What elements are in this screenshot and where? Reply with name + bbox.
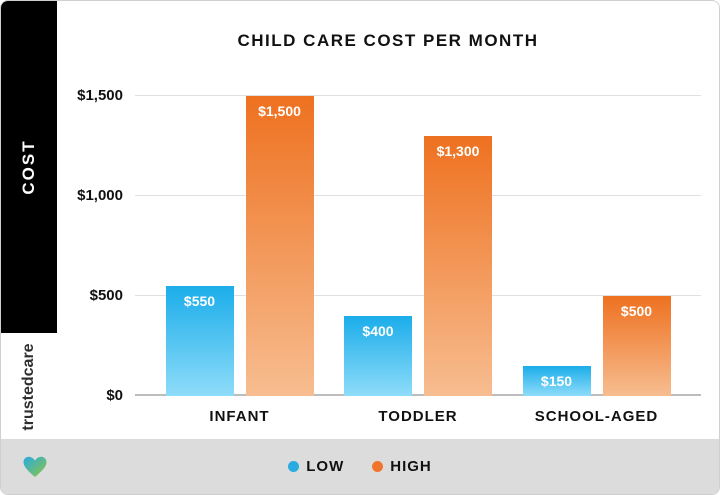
gridline	[135, 195, 701, 196]
chart-area: CHILD CARE COST PER MONTH $0 $500 $1,000 $1…	[57, 1, 719, 441]
gridline	[135, 95, 701, 96]
brand-wordmark: trustedcare	[20, 343, 37, 431]
trustedcare-heart-icon	[23, 456, 47, 478]
gridline	[135, 295, 701, 296]
brand-area: trustedcare	[1, 333, 57, 441]
bar-high: $500	[602, 296, 671, 396]
bar-value-label: $1,500	[258, 103, 301, 119]
bar-group: $400 $1,300 TODDLER	[344, 136, 492, 425]
bar-value-label: $400	[362, 323, 394, 339]
bar-groups: $550 $1,500 INFANT $400 $1,300 TODDLER $150 $50…	[135, 96, 701, 425]
category-label: INFANT	[209, 408, 270, 425]
bar-value-label: $1,300	[436, 143, 480, 159]
y-axis-tick-label: $0	[106, 387, 123, 404]
y-axis-title: COST	[19, 139, 38, 195]
category-label: TODDLER	[378, 408, 458, 425]
bar-group: $550 $1,500 INFANT	[165, 96, 314, 425]
bar-low: $400	[344, 316, 412, 396]
legend-dot	[288, 461, 300, 472]
bar-group: $150 $500 SCHOOL-AGED	[522, 296, 671, 425]
y-axis-tick-label: $500	[89, 287, 123, 304]
bar-value-label: $550	[183, 293, 216, 309]
legend-dot	[372, 461, 384, 472]
bar-high: $1,500	[245, 96, 314, 396]
legend-label: LOW	[306, 458, 345, 475]
plot-area: $0 $500 $1,000 $1,500 $550 $1,500 INFANT $400 $1…	[77, 87, 701, 425]
bar-low: $150	[522, 366, 591, 396]
legend-item-low: LOW	[288, 458, 344, 475]
y-axis-tick-label: $1,000	[77, 187, 123, 204]
sidebar: COST	[1, 1, 57, 333]
bar-value-label: $500	[620, 303, 653, 319]
gridline	[135, 394, 701, 396]
bar-high: $1,300	[424, 136, 492, 396]
category-label: SCHOOL-AGED	[534, 408, 659, 425]
legend: LOW HIGH	[1, 439, 719, 494]
legend-label: HIGH	[390, 458, 432, 475]
chart-title: CHILD CARE COST PER MONTH	[237, 31, 539, 50]
bar-low: $550	[165, 286, 234, 396]
legend-item-high: HIGH	[372, 458, 432, 475]
bar-value-label: $150	[540, 373, 573, 389]
legend-bar: LOW HIGH	[1, 439, 719, 494]
y-axis-tick-label: $1,500	[77, 87, 123, 104]
